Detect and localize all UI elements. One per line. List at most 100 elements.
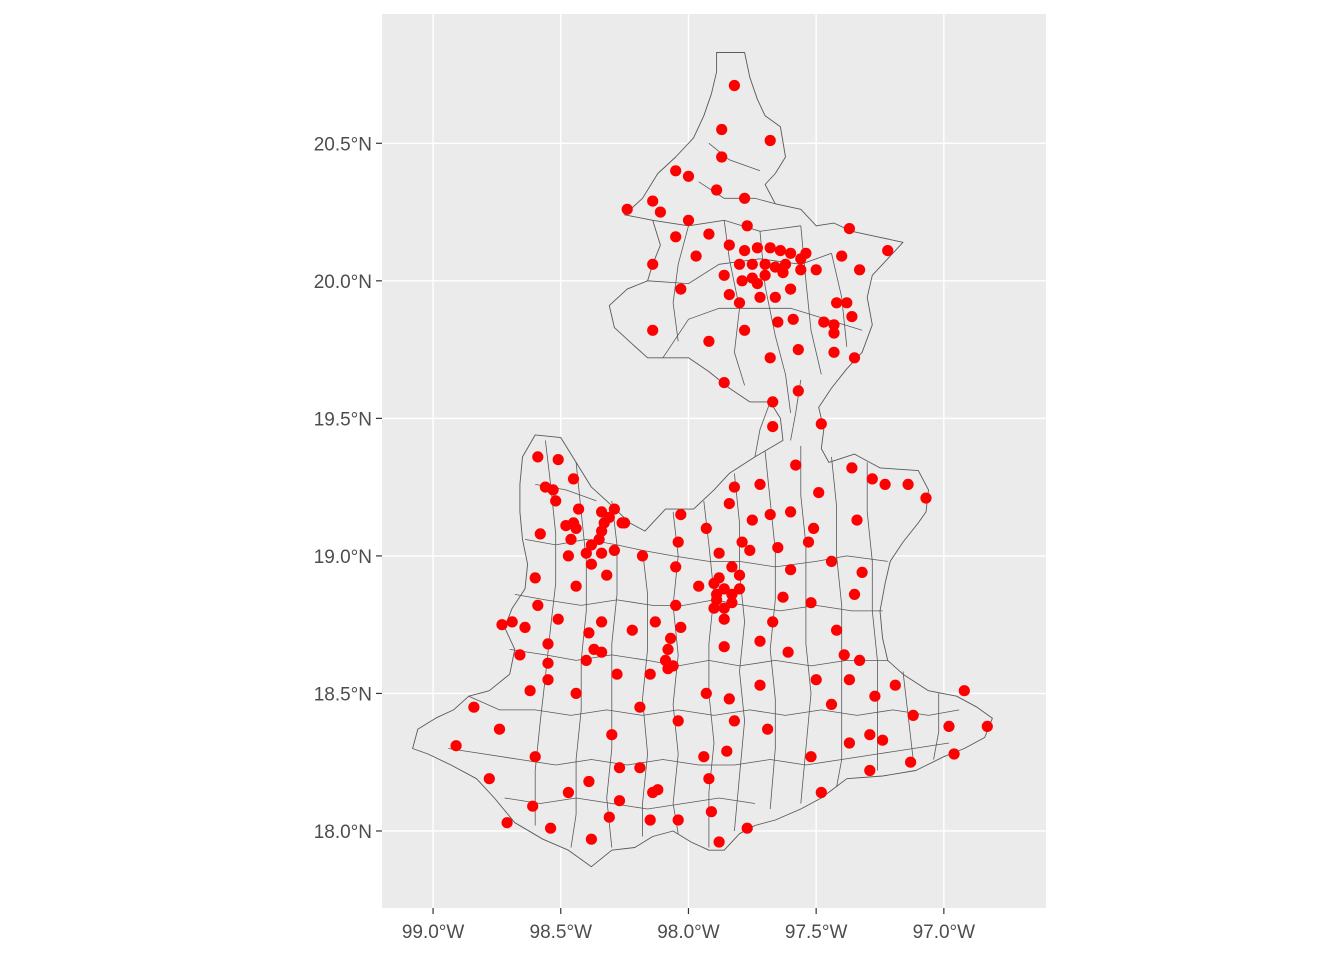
latitude-axis: 18.0°N 18.5°N 19.0°N 19.5°N 20.0°N 20.5°N [314,134,382,843]
centroid-point [869,690,881,702]
centroid-point [718,641,730,653]
centroid-point [828,327,840,339]
centroid-point [907,709,919,722]
centroid-point [542,674,554,686]
centroid-point [854,264,866,276]
centroid-point [733,258,746,270]
centroid-point [585,558,598,570]
centroid-point [675,621,687,634]
centroid-point [769,291,781,303]
centroid-point [670,561,682,573]
x-tick-label: 97.5°W [785,922,848,943]
centroid-point [700,687,712,700]
centroid-point [808,522,820,535]
centroid-point [542,638,554,650]
centroid-point [739,324,751,336]
centroid-point [902,478,914,490]
centroid-point [580,654,592,667]
centroid-point [843,674,856,686]
centroid-point [726,561,738,573]
centroid-point [751,278,764,290]
centroid-point [585,539,598,551]
centroid-point [670,599,682,612]
centroid-point [670,165,682,177]
centroid-point [792,344,804,356]
centroid-point [703,773,715,785]
centroid-point [583,627,595,639]
centroid-point [573,503,585,515]
x-tick-label: 99.0°W [402,922,465,943]
centroid-point [754,478,766,490]
centroid-point [468,701,480,713]
centroid-point [754,291,766,303]
centroid-point [634,762,646,774]
centroid-point [567,473,580,485]
centroid-point [711,184,723,196]
x-tick-label: 97.0°W [913,922,976,943]
municipality-boundary [672,225,689,342]
centroid-point [785,506,797,518]
centroid-point [718,613,730,625]
centroid-point [958,685,970,697]
centroid-point [889,679,901,691]
centroid-point [764,352,776,364]
municipality-boundary [800,445,812,804]
centroid-point [813,487,825,499]
centroid-point [785,247,797,259]
centroid-point [815,418,827,430]
centroid-point [831,624,843,636]
centroid-point [613,762,626,774]
centroid-point [647,786,659,799]
y-tick-label: 19.5°N [314,409,372,430]
municipality-boundary [933,693,940,760]
centroid-point [795,264,807,276]
centroid-point [836,250,848,262]
centroid-point [552,613,564,625]
municipality-boundary [708,142,761,172]
centroid-point [580,547,592,559]
centroid-point [790,459,802,471]
centroid-point [698,751,710,763]
centroid-point [851,514,863,526]
centroid-point [596,547,608,559]
municipality-boundary [703,500,715,848]
centroid-point [703,335,715,347]
centroid-point [746,258,758,270]
centroid-point [981,720,993,733]
centroid-point [736,275,748,287]
centroid-point [866,473,878,485]
centroid-point [506,616,518,628]
centroid-point [608,544,621,557]
centroid-point [519,621,531,634]
centroid-point [550,495,562,507]
centroid-point [619,517,631,529]
centroid-point [483,773,495,785]
centroid-point [843,223,856,235]
centroid-point [675,283,687,295]
y-tick-label: 18.5°N [314,684,372,705]
centroid-point [825,698,838,711]
centroid-point [848,588,861,601]
centroid-point [450,740,462,752]
centroid-point [662,643,674,656]
centroid-point [733,297,746,309]
centroid-point [802,536,815,548]
centroid-point [570,687,582,700]
centroid-point [736,536,748,548]
centroid-point [759,269,771,281]
centroid-point [718,377,730,389]
centroid-point [690,250,702,262]
centroid-point [810,264,822,276]
centroid-point [905,756,917,768]
centroid-point [864,764,876,777]
centroid-point [713,547,725,559]
centroid-point [767,396,779,408]
centroid-point [723,289,735,301]
centroid-point [562,786,575,799]
centroid-point [665,632,677,645]
centroid-point [828,319,840,331]
centroid-point [764,242,776,254]
centroid-point [728,79,741,92]
centroid-point [787,313,799,325]
centroid-point [726,588,738,601]
